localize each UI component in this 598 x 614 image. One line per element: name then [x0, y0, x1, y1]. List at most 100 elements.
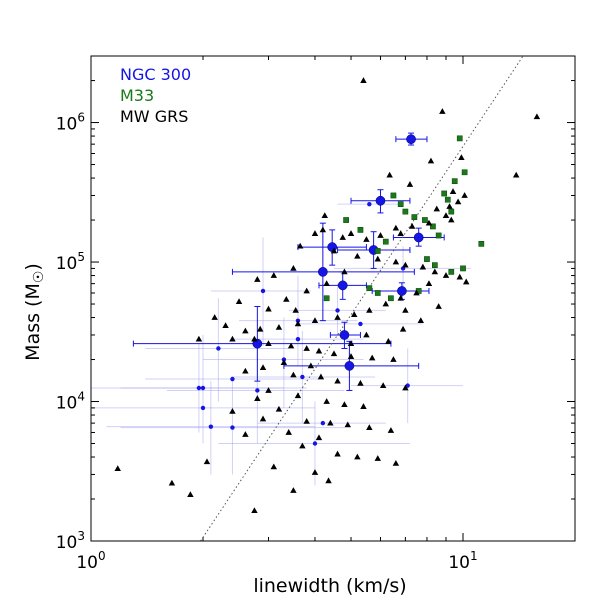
- mw-grs-point: [402, 307, 409, 313]
- legend: NGC 300 M33 MW GRS: [120, 65, 191, 126]
- mw-grs-point: [330, 247, 338, 254]
- m33-point: [374, 290, 381, 296]
- ngc300-small-point: [320, 420, 326, 426]
- mw-grs-point: [265, 340, 272, 347]
- mw-grs-point: [357, 379, 364, 386]
- m33-point: [456, 135, 463, 142]
- mw-grs-point: [442, 212, 450, 219]
- mw-grs-point: [299, 442, 306, 449]
- m33-point: [388, 295, 394, 302]
- mw-grs-point: [254, 276, 261, 282]
- mw-grs-point: [259, 364, 267, 370]
- ngc300-small-point: [230, 376, 235, 382]
- m33-point: [411, 214, 418, 220]
- mw-grs-point: [251, 335, 258, 342]
- mw-grs-point: [341, 268, 348, 275]
- mw-grs-point: [325, 477, 332, 484]
- y-tick-exponent: 5: [77, 250, 85, 264]
- y-tick-label: 103: [56, 529, 85, 553]
- mw-grs-point: [339, 234, 346, 240]
- mw-grs-point: [319, 226, 327, 233]
- mw-grs-point: [402, 384, 409, 391]
- y-tick-base: 10: [56, 115, 78, 135]
- y-tick-label: 104: [56, 390, 85, 414]
- mw-grs-point: [374, 255, 381, 262]
- mw-grs-point: [168, 479, 176, 486]
- mw-grs-point: [363, 331, 370, 338]
- mw-grs-point: [222, 322, 229, 329]
- m33-point: [451, 178, 458, 185]
- ngc300-small-point: [405, 383, 410, 388]
- mw-grs-point: [229, 407, 236, 414]
- m33-point: [441, 190, 448, 197]
- mw-grs-point: [330, 350, 338, 357]
- mw-grs-point: [417, 317, 425, 324]
- mw-grs-point: [327, 419, 334, 426]
- mw-grs-point: [390, 356, 397, 362]
- mw-grs-point: [425, 280, 433, 287]
- x-tick-exponent: 1: [470, 549, 478, 563]
- m33-point: [357, 227, 364, 233]
- x-axis-label: linewidth (km/s): [253, 575, 406, 597]
- ngc300-small-point: [208, 424, 214, 429]
- mw-grs-point: [265, 387, 272, 393]
- mw-grs-point: [392, 460, 400, 466]
- mw-grs-point: [419, 263, 427, 270]
- m33-point: [435, 232, 442, 239]
- mw-grs-point: [303, 418, 310, 424]
- m33-point: [343, 217, 349, 223]
- y-tick-base: 10: [56, 394, 78, 414]
- mw-grs-point: [425, 219, 433, 226]
- mw-grs-point: [433, 205, 440, 212]
- mw-grs-point: [344, 421, 351, 428]
- m33-point: [366, 285, 373, 291]
- mw-grs-point: [387, 427, 395, 433]
- mw-grs-point: [350, 311, 358, 317]
- m33-point: [461, 169, 468, 176]
- mw-grs-point: [360, 403, 367, 409]
- mw-grs-point: [270, 463, 278, 470]
- mw-grs-point: [323, 398, 330, 404]
- mw-grs-point: [254, 395, 261, 401]
- mw-grs-point: [368, 354, 376, 361]
- mw-grs-point: [392, 258, 400, 265]
- y-axis-label: Mass (M☉): [22, 263, 47, 361]
- mw-grs-point: [235, 298, 243, 305]
- mw-grs-point: [292, 307, 299, 313]
- mw-grs-point: [397, 230, 404, 236]
- mw-grs-point: [462, 278, 470, 285]
- ngc300-small-point: [200, 385, 206, 391]
- mw-grs-point: [311, 317, 319, 324]
- y-axis-label-close: ): [22, 263, 44, 270]
- points-layer: [114, 77, 541, 514]
- mw-grs-point: [360, 77, 367, 83]
- m33-point: [431, 262, 438, 268]
- mw-grs-point: [533, 113, 541, 120]
- legend-entry: NGC 300: [120, 65, 191, 84]
- mw-grs-point: [347, 353, 355, 359]
- mw-grs-point: [431, 268, 439, 275]
- ngc300-point: [339, 330, 350, 340]
- mw-grs-point: [203, 458, 211, 465]
- mw-grs-point: [114, 465, 121, 472]
- mw-grs-point: [347, 340, 355, 347]
- mw-grs-point: [315, 434, 323, 441]
- x-tick-label: 101: [448, 549, 477, 573]
- m33-point: [424, 256, 430, 262]
- mw-grs-point: [374, 455, 381, 461]
- m33-point: [382, 238, 389, 245]
- legend-entry: MW GRS: [120, 107, 188, 126]
- mw-grs-point: [290, 265, 297, 271]
- mw-grs-point: [448, 216, 455, 223]
- m33-point: [444, 196, 451, 203]
- ngc300-small-point: [255, 388, 260, 393]
- ngc300-small-point: [200, 405, 206, 411]
- y-tick-exponent: 3: [77, 529, 85, 543]
- mw-grs-point: [347, 230, 355, 236]
- ngc300-small-point: [300, 374, 305, 380]
- mw-grs-point: [211, 314, 218, 320]
- ngc300-small-point: [312, 441, 318, 446]
- ngc300-point: [375, 195, 386, 206]
- mw-grs-point: [334, 450, 341, 457]
